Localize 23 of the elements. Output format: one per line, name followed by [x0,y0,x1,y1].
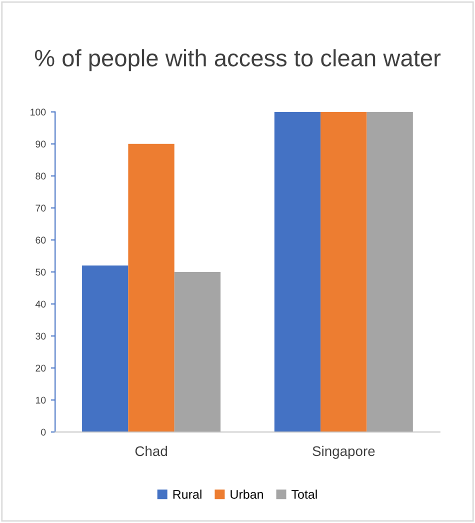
bar [274,112,321,432]
chart-title: % of people with access to clean water [34,49,441,72]
bar [320,112,367,432]
y-tick-label: 0 [41,428,46,436]
bar [128,144,174,432]
y-tick-label: 40 [35,300,46,308]
legend-label: Total [292,490,317,499]
y-tick-label: 30 [36,332,46,340]
y-tick-label: 20 [36,364,46,372]
y-tick-label: 90 [36,140,46,148]
y-tick-label: 70 [36,204,46,212]
y-tick-label: 50 [36,268,46,276]
x-tick-label: Chad [135,446,167,456]
bar [366,112,413,432]
x-tick-label: Singapore [312,446,375,459]
legend-label: Rural [173,490,202,499]
y-tick-label: 80 [36,172,46,180]
legend-label: Urban [230,490,263,499]
bar [174,272,221,432]
y-tick-label: 60 [36,236,46,244]
bar [82,266,128,432]
y-tick-label: 10 [36,396,46,404]
y-tick-label: 100 [30,108,46,116]
